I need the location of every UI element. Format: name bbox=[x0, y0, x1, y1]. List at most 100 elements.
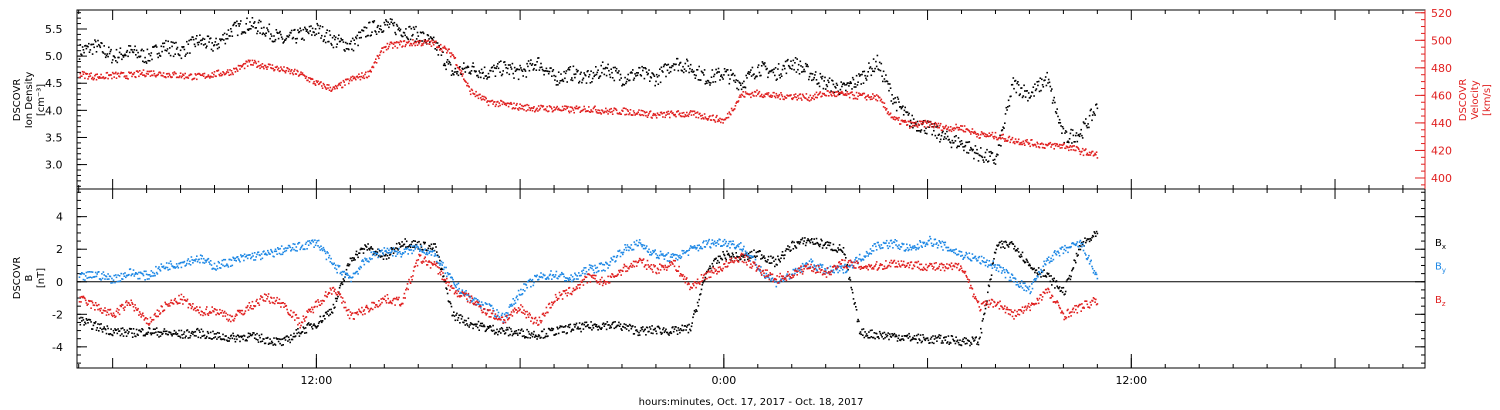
data-point bbox=[368, 21, 371, 24]
data-point bbox=[354, 272, 356, 275]
data-point bbox=[289, 246, 291, 249]
data-point bbox=[228, 340, 230, 342]
data-point bbox=[196, 35, 198, 37]
data-point bbox=[543, 73, 545, 76]
data-point bbox=[467, 294, 470, 296]
data-point bbox=[1077, 147, 1079, 149]
data-point bbox=[942, 130, 944, 133]
data-point bbox=[892, 118, 895, 120]
data-point bbox=[199, 254, 202, 256]
data-point bbox=[584, 273, 586, 275]
data-point bbox=[481, 322, 484, 325]
data-point bbox=[688, 71, 690, 74]
data-point bbox=[546, 105, 548, 108]
data-point bbox=[195, 74, 197, 76]
data-point bbox=[492, 70, 494, 73]
data-point bbox=[150, 52, 153, 54]
data-point bbox=[548, 105, 551, 107]
data-point bbox=[243, 31, 246, 33]
data-point bbox=[343, 49, 345, 51]
data-point bbox=[429, 245, 431, 247]
data-point bbox=[282, 69, 284, 72]
data-point bbox=[547, 278, 550, 280]
data-point bbox=[260, 333, 263, 336]
data-point bbox=[540, 105, 543, 107]
data-point bbox=[287, 70, 290, 73]
data-point bbox=[601, 327, 603, 329]
data-point bbox=[858, 320, 860, 323]
data-point bbox=[491, 99, 494, 102]
data-point bbox=[434, 41, 436, 44]
data-point bbox=[212, 76, 214, 78]
data-point bbox=[324, 41, 327, 44]
data-point bbox=[582, 77, 585, 80]
data-point bbox=[737, 256, 739, 258]
data-point bbox=[988, 151, 991, 153]
data-point bbox=[861, 94, 863, 96]
data-point bbox=[663, 111, 666, 114]
data-point bbox=[625, 328, 628, 330]
data-point bbox=[267, 30, 270, 33]
data-point bbox=[535, 335, 538, 338]
data-point bbox=[293, 70, 295, 72]
data-point bbox=[685, 70, 687, 72]
data-point bbox=[422, 42, 425, 44]
data-point bbox=[968, 141, 971, 143]
data-point bbox=[83, 51, 85, 54]
data-point bbox=[97, 76, 99, 78]
data-point bbox=[115, 276, 118, 279]
data-point bbox=[212, 50, 214, 52]
data-point bbox=[497, 314, 499, 317]
data-point bbox=[84, 279, 86, 281]
data-point bbox=[955, 135, 957, 137]
data-point bbox=[855, 74, 858, 77]
data-point bbox=[773, 91, 775, 94]
data-point bbox=[133, 332, 136, 335]
data-point bbox=[159, 270, 162, 272]
data-point bbox=[744, 86, 747, 89]
data-point bbox=[1064, 290, 1067, 293]
data-point bbox=[133, 275, 136, 277]
data-point bbox=[897, 98, 900, 100]
data-point bbox=[522, 289, 524, 291]
data-point bbox=[775, 92, 778, 95]
data-point bbox=[388, 45, 390, 48]
data-point bbox=[483, 66, 486, 69]
data-point bbox=[735, 246, 737, 249]
data-point bbox=[452, 73, 454, 75]
data-point bbox=[496, 309, 498, 311]
data-point bbox=[651, 117, 653, 119]
data-point bbox=[78, 58, 81, 60]
data-point bbox=[859, 74, 862, 76]
data-point bbox=[707, 269, 710, 271]
data-point bbox=[297, 331, 300, 334]
data-point bbox=[99, 278, 102, 280]
data-point bbox=[128, 51, 131, 54]
data-point bbox=[584, 325, 587, 328]
data-point bbox=[805, 65, 808, 68]
data-point bbox=[493, 333, 496, 335]
data-point bbox=[1085, 118, 1087, 120]
data-point bbox=[186, 329, 189, 331]
data-point bbox=[778, 259, 781, 262]
data-point bbox=[1076, 255, 1079, 257]
data-point bbox=[732, 254, 734, 256]
data-point bbox=[936, 137, 938, 139]
data-point bbox=[366, 76, 369, 79]
data-point bbox=[824, 241, 827, 244]
data-point bbox=[503, 103, 506, 106]
data-point bbox=[1066, 141, 1069, 143]
data-point bbox=[246, 257, 249, 260]
data-point bbox=[614, 66, 616, 69]
data-point bbox=[740, 258, 742, 260]
data-point bbox=[335, 268, 338, 271]
data-point bbox=[181, 334, 183, 336]
data-point bbox=[977, 152, 979, 155]
data-point bbox=[895, 335, 898, 338]
data-point bbox=[519, 103, 521, 105]
data-point bbox=[1036, 272, 1038, 274]
data-point bbox=[317, 24, 319, 27]
data-point bbox=[301, 331, 304, 333]
data-point bbox=[929, 338, 932, 340]
data-point bbox=[908, 332, 910, 335]
